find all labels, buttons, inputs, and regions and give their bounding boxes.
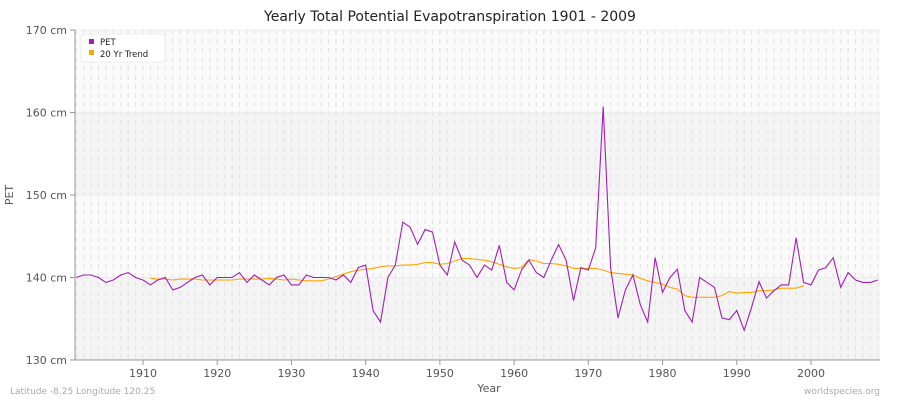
x-tick-label: 1950	[426, 367, 454, 380]
y-tick-label: 140 cm	[26, 272, 67, 285]
y-tick-label: 160 cm	[26, 107, 67, 120]
x-tick-label: 1910	[129, 367, 157, 380]
legend-label-trend: 20 Yr Trend	[100, 50, 148, 60]
legend-label-pet: PET	[100, 38, 116, 48]
legend-swatch-trend	[89, 50, 94, 55]
x-tick-label: 1960	[500, 367, 528, 380]
plot-band	[75, 112, 880, 195]
x-tick-label: 1920	[203, 367, 231, 380]
x-ticks: 1910 1920 1930 1940 1950 1960 1970 1980 1990 2000	[129, 360, 825, 380]
plot-band	[75, 277, 880, 360]
x-tick-label: 1980	[649, 367, 677, 380]
series-lines	[76, 106, 878, 332]
pet-line	[76, 106, 878, 332]
y-tick-label: 130 cm	[26, 354, 67, 367]
y-tick-label: 170 cm	[26, 24, 67, 37]
plot-band	[75, 195, 880, 278]
x-tick-label: 1940	[352, 367, 380, 380]
y-axis-label: PET	[3, 185, 16, 206]
y-ticks: 130 cm 140 cm 150 cm 160 cm 170 cm	[26, 24, 75, 367]
footer-location: Latitude -8.25 Longitude 120.25	[10, 387, 155, 397]
y-tick-label: 150 cm	[26, 189, 67, 202]
plot-background	[75, 30, 880, 360]
x-tick-label: 1990	[723, 367, 751, 380]
x-tick-label: 1970	[574, 367, 602, 380]
legend-swatch-pet	[89, 39, 94, 44]
x-tick-label: 1930	[277, 367, 305, 380]
legend: PET 20 Yr Trend	[80, 33, 166, 63]
chart-title: Yearly Total Potential Evapotranspiratio…	[263, 9, 636, 25]
trend-line	[150, 257, 804, 298]
footer-source: worldspecies.org	[804, 387, 880, 397]
x-axis-label: Year	[476, 382, 501, 395]
legend-box	[80, 33, 166, 63]
x-tick-label: 2000	[797, 367, 825, 380]
plot-band	[75, 30, 880, 113]
